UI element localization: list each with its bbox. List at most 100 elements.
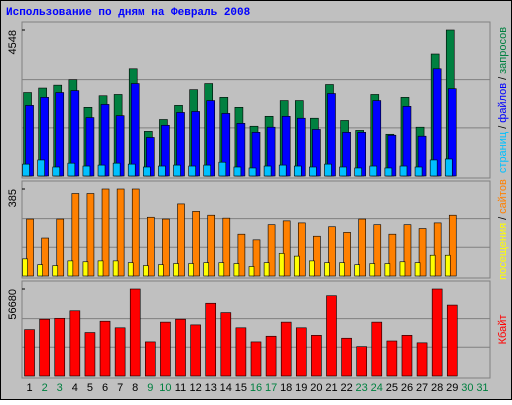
bar: [401, 335, 413, 377]
bar: [207, 214, 216, 277]
legend: посещения / сайтов: [497, 179, 509, 280]
bar: [71, 193, 80, 277]
y-tick-label: 4548: [7, 30, 19, 54]
x-tick-label: 25: [386, 382, 398, 394]
y-tick-label: 56680: [7, 289, 19, 320]
bar: [356, 346, 367, 377]
bar: [414, 166, 423, 177]
bar: [130, 83, 140, 177]
x-tick-label: 4: [72, 382, 78, 394]
bar: [429, 254, 436, 277]
bar: [39, 318, 50, 377]
bar: [84, 332, 96, 377]
x-tick-label: 12: [189, 382, 201, 394]
bar: [206, 100, 216, 177]
x-tick-label: 26: [401, 382, 413, 394]
bar: [384, 263, 391, 277]
x-tick-label: 17: [265, 382, 277, 394]
bar: [399, 165, 408, 177]
legend-entry: запросов: [497, 27, 509, 74]
bar: [369, 263, 376, 277]
bar: [293, 165, 302, 177]
bar: [402, 106, 412, 177]
bar: [446, 304, 458, 377]
legend-separator: /: [497, 76, 509, 80]
x-tick-label: 7: [117, 382, 123, 394]
bar: [192, 211, 200, 277]
chart-title: Использование по дням на Февраль 2008: [6, 7, 251, 19]
bar: [112, 260, 119, 277]
bar: [26, 218, 34, 277]
bar: [218, 262, 225, 277]
bar: [127, 163, 136, 177]
x-tick-label: 11: [175, 382, 186, 394]
bar: [37, 264, 43, 277]
bar: [373, 224, 382, 277]
x-tick-label: 27: [416, 382, 428, 394]
bar: [129, 288, 141, 377]
bar: [220, 312, 232, 377]
bar: [190, 324, 201, 377]
bar: [267, 224, 276, 277]
x-tick-label: 18: [280, 382, 292, 394]
bar: [37, 159, 45, 177]
bar: [311, 335, 322, 377]
x-tick-label: 21: [325, 382, 337, 394]
x-tick-label: 29: [446, 382, 458, 394]
bar: [24, 329, 35, 377]
bar: [263, 165, 272, 177]
bar: [265, 335, 277, 377]
bar: [143, 166, 151, 177]
bar: [293, 255, 300, 277]
bar: [69, 310, 81, 377]
bar: [177, 203, 185, 277]
bar: [160, 321, 171, 377]
x-tick-label: 22: [340, 382, 352, 394]
bar: [127, 262, 134, 277]
bar: [233, 166, 242, 177]
legend: страниц / файлов / запросов: [497, 27, 509, 173]
x-tick-label: 19: [295, 382, 307, 394]
bar: [56, 218, 65, 277]
bar: [233, 263, 240, 277]
bar: [263, 262, 270, 277]
bar: [55, 92, 65, 177]
bar: [295, 327, 307, 377]
bar: [372, 100, 382, 177]
bar: [86, 193, 95, 277]
legend-entry: сайтов: [497, 179, 509, 214]
bar: [326, 295, 337, 377]
x-tick-label: 2: [42, 382, 48, 394]
bar: [145, 341, 156, 377]
bar: [52, 166, 61, 177]
bar: [82, 165, 91, 177]
bar: [250, 341, 262, 377]
bar: [444, 158, 453, 177]
bar: [324, 262, 330, 277]
bar: [339, 166, 347, 177]
bar: [433, 222, 442, 277]
bar: [416, 342, 428, 377]
bar: [99, 320, 111, 377]
bar: [343, 232, 351, 277]
bar: [429, 159, 438, 177]
x-tick-label: 30: [461, 382, 473, 394]
bar: [203, 164, 212, 177]
x-tick-label: 15: [235, 382, 247, 394]
bar: [386, 340, 398, 377]
bar: [67, 162, 76, 177]
bar: [354, 167, 362, 177]
x-tick-label: 1: [26, 382, 32, 394]
bar: [248, 167, 257, 177]
bar: [297, 222, 306, 277]
x-tick-label: 3: [57, 382, 63, 394]
bar: [384, 167, 393, 177]
bar: [278, 164, 287, 177]
x-tick-label: 20: [310, 382, 322, 394]
bar: [248, 266, 255, 277]
bar: [22, 258, 28, 277]
bar: [252, 239, 261, 277]
bar: [399, 261, 406, 277]
bar: [282, 220, 291, 277]
bar: [309, 260, 315, 277]
